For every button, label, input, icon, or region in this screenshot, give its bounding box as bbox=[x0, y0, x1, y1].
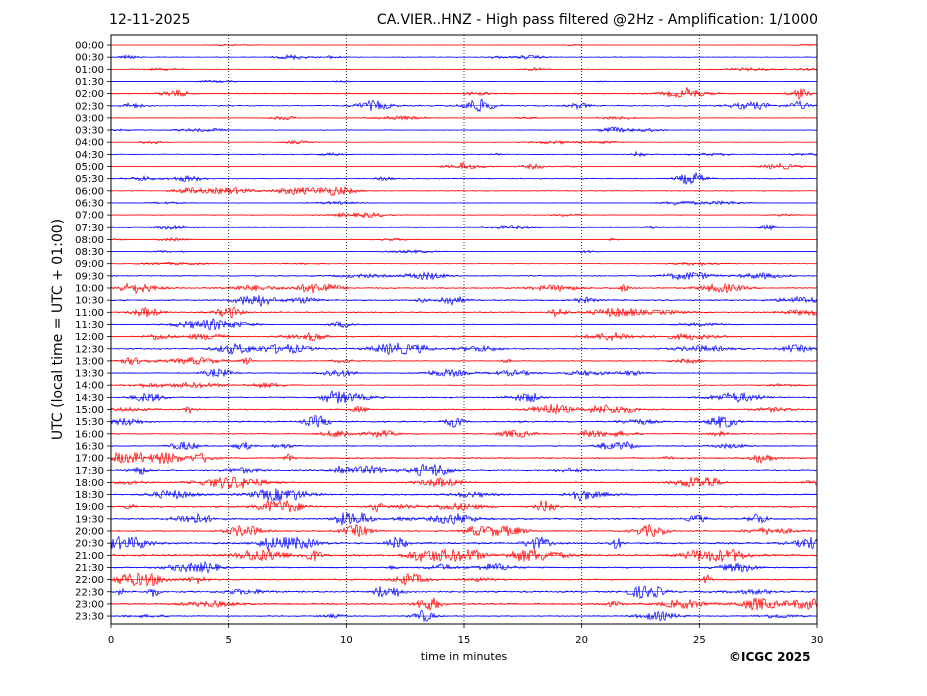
y-tick-label: 05:30 bbox=[75, 174, 104, 185]
y-tick-label: 01:00 bbox=[75, 65, 104, 76]
y-tick-label: 01:30 bbox=[75, 77, 104, 88]
seismic-trace bbox=[110, 87, 818, 101]
seismic-trace bbox=[110, 115, 818, 121]
copyright-notice: ©ICGC 2025 bbox=[729, 650, 811, 664]
x-tick-label: 0 bbox=[108, 635, 114, 646]
y-tick-label: 06:30 bbox=[75, 198, 104, 209]
y-tick-label: 11:00 bbox=[75, 308, 104, 319]
y-tick-label: 22:30 bbox=[75, 587, 104, 598]
y-tick-label: 16:30 bbox=[75, 441, 104, 452]
y-tick-label: 12:00 bbox=[75, 332, 104, 343]
y-tick-label: 08:00 bbox=[75, 235, 104, 246]
y-tick-label: 15:00 bbox=[75, 405, 104, 416]
y-tick-label: 19:30 bbox=[75, 514, 104, 525]
seismic-trace bbox=[110, 585, 818, 600]
y-tick-label: 08:30 bbox=[75, 247, 104, 258]
y-tick-label: 15:30 bbox=[75, 417, 104, 428]
seismic-trace bbox=[110, 98, 818, 113]
y-tick-label: 23:30 bbox=[75, 612, 104, 623]
y-tick-label: 18:30 bbox=[75, 490, 104, 501]
seismic-trace bbox=[110, 389, 818, 404]
y-tick-label: 13:00 bbox=[75, 356, 104, 367]
y-tick-label: 19:00 bbox=[75, 502, 104, 513]
y-tick-label: 16:00 bbox=[75, 429, 104, 440]
y-tick-label: 21:30 bbox=[75, 563, 104, 574]
y-tick-label: 21:00 bbox=[75, 551, 104, 562]
x-tick-label: 15 bbox=[458, 635, 471, 646]
seismic-trace bbox=[110, 381, 818, 390]
x-tick-label: 25 bbox=[693, 635, 706, 646]
y-tick-label: 11:30 bbox=[75, 320, 104, 331]
y-tick-label: 18:00 bbox=[75, 478, 104, 489]
y-tick-label: 05:00 bbox=[75, 162, 104, 173]
y-tick-label: 22:00 bbox=[75, 575, 104, 586]
seismic-trace bbox=[110, 403, 818, 415]
seismic-trace bbox=[110, 414, 818, 429]
y-tick-label: 23:00 bbox=[75, 599, 104, 610]
x-axis-label: time in minutes bbox=[421, 650, 508, 663]
y-tick-label: 12:30 bbox=[75, 344, 104, 355]
seismic-trace bbox=[110, 126, 818, 134]
seismic-trace bbox=[110, 54, 818, 61]
x-tick-label: 20 bbox=[575, 635, 588, 646]
x-tick-label: 5 bbox=[225, 635, 231, 646]
y-tick-label: 03:30 bbox=[75, 126, 104, 137]
seismic-trace bbox=[110, 150, 818, 158]
y-tick-label: 13:30 bbox=[75, 369, 104, 380]
y-tick-label: 10:30 bbox=[75, 296, 104, 307]
y-tick-label: 20:00 bbox=[75, 527, 104, 538]
y-tick-label: 04:30 bbox=[75, 150, 104, 161]
seismic-trace bbox=[110, 139, 818, 145]
y-tick-label: 14:30 bbox=[75, 393, 104, 404]
y-tick-label: 02:00 bbox=[75, 89, 104, 100]
seismic-trace bbox=[110, 367, 818, 378]
plot-title: CA.VIER..HNZ - High pass filtered @2Hz -… bbox=[376, 12, 818, 28]
y-tick-label: 17:30 bbox=[75, 466, 104, 477]
seismic-trace bbox=[110, 331, 818, 342]
y-tick-label: 17:00 bbox=[75, 454, 104, 465]
x-tick-label: 30 bbox=[811, 635, 824, 646]
seismic-trace bbox=[110, 66, 818, 72]
seismic-trace bbox=[110, 185, 818, 197]
seismic-trace bbox=[110, 609, 818, 622]
seismic-trace bbox=[110, 317, 818, 331]
y-tick-label: 03:00 bbox=[75, 113, 104, 124]
seismic-trace bbox=[110, 429, 818, 439]
plot-date: 12-11-2025 bbox=[109, 12, 191, 28]
y-tick-label: 07:00 bbox=[75, 211, 104, 222]
seismic-trace bbox=[110, 161, 818, 171]
y-tick-label: 00:00 bbox=[75, 41, 104, 52]
y-tick-label: 04:00 bbox=[75, 138, 104, 149]
y-tick-label: 20:30 bbox=[75, 539, 104, 550]
y-axis-label: UTC (local time = UTC + 01:00) bbox=[50, 219, 66, 440]
vertical-gridlines bbox=[228, 35, 700, 624]
y-tick-label: 00:30 bbox=[75, 53, 104, 64]
y-tick-label: 09:30 bbox=[75, 271, 104, 282]
seismic-trace bbox=[110, 200, 817, 206]
y-tick-label: 06:00 bbox=[75, 186, 104, 197]
seismic-trace bbox=[110, 440, 818, 451]
x-tick-labels: 0 5 10 15 20 25 30 bbox=[108, 624, 824, 646]
x-tick-label: 10 bbox=[340, 635, 353, 646]
seismic-trace bbox=[110, 356, 818, 366]
y-tick-label: 14:00 bbox=[75, 381, 104, 392]
y-tick-label: 09:00 bbox=[75, 259, 104, 270]
y-tick-label: 07:30 bbox=[75, 223, 104, 234]
y-tick-label: 02:30 bbox=[75, 101, 104, 112]
y-tick-label: 10:00 bbox=[75, 284, 104, 295]
